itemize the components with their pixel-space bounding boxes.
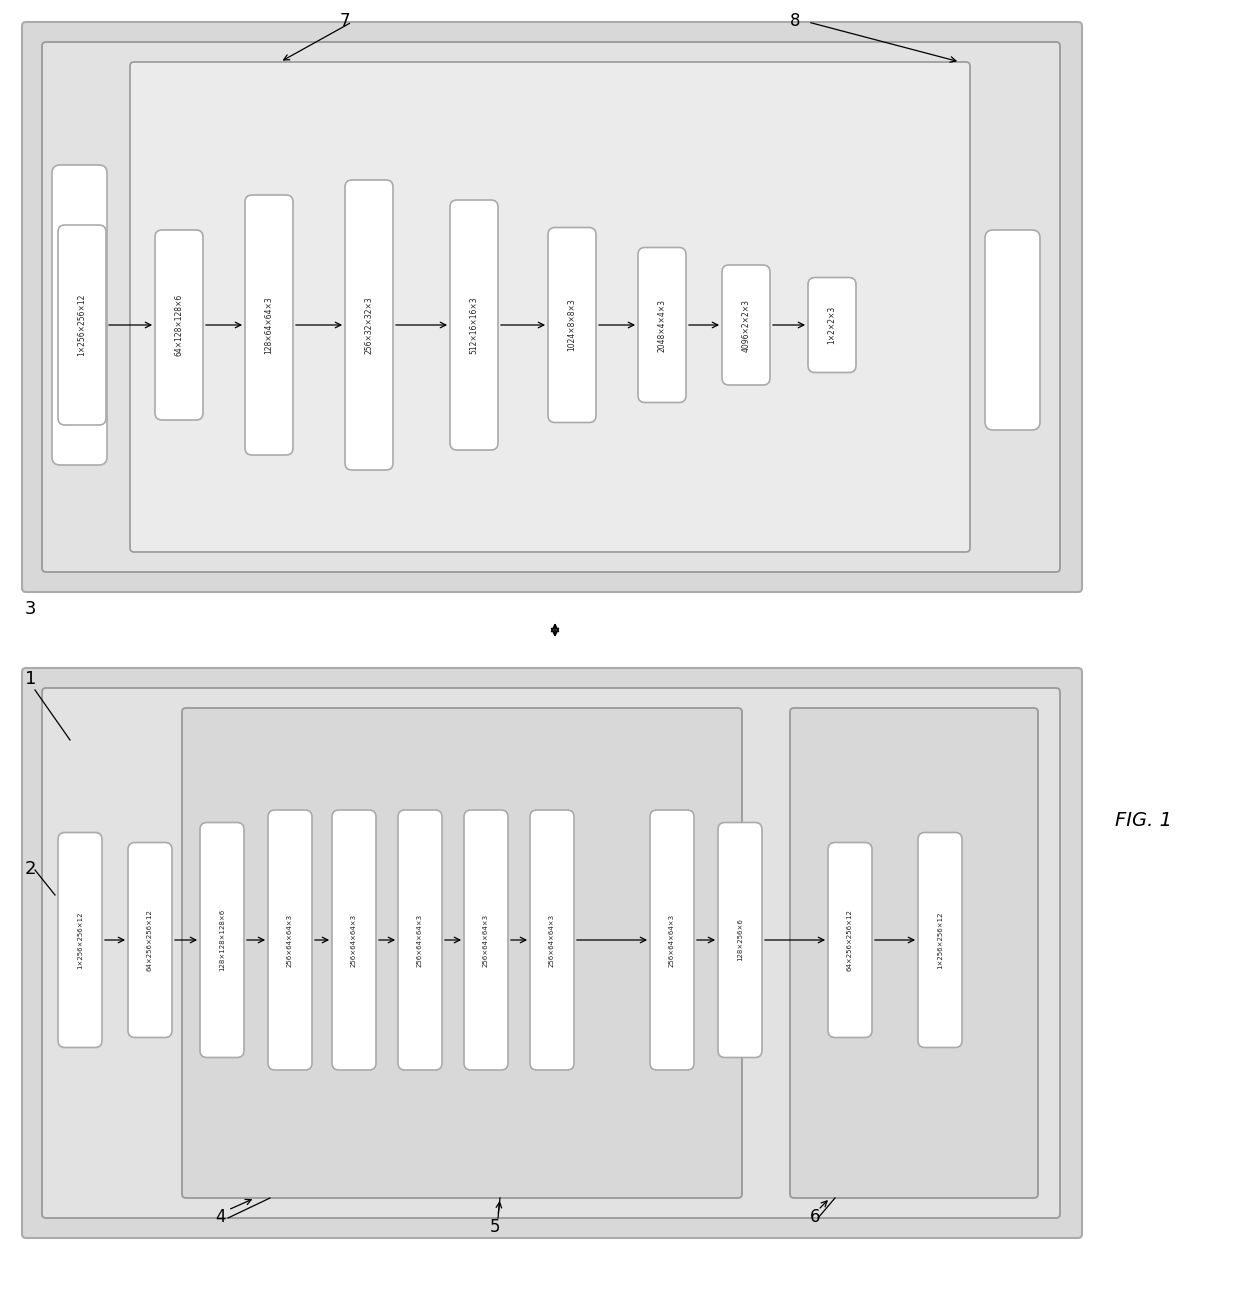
FancyBboxPatch shape <box>58 832 102 1047</box>
FancyBboxPatch shape <box>529 810 574 1071</box>
FancyBboxPatch shape <box>650 810 694 1071</box>
Text: 256×64×64×3: 256×64×64×3 <box>549 913 556 966</box>
Text: 4: 4 <box>215 1208 226 1226</box>
FancyBboxPatch shape <box>58 226 105 425</box>
FancyBboxPatch shape <box>918 832 962 1047</box>
Text: FIG. 1: FIG. 1 <box>1115 811 1172 829</box>
FancyBboxPatch shape <box>722 265 770 385</box>
Text: 64×256×256×12: 64×256×256×12 <box>148 909 153 971</box>
Text: 4096×2×2×3: 4096×2×2×3 <box>742 299 750 352</box>
FancyBboxPatch shape <box>828 842 872 1038</box>
FancyBboxPatch shape <box>268 810 312 1071</box>
FancyBboxPatch shape <box>790 708 1038 1198</box>
Text: 128×64×64×3: 128×64×64×3 <box>264 296 274 353</box>
Text: 3: 3 <box>25 600 36 618</box>
Text: 6: 6 <box>810 1208 821 1226</box>
FancyBboxPatch shape <box>130 63 970 552</box>
FancyBboxPatch shape <box>639 248 686 403</box>
Text: 7: 7 <box>340 12 351 30</box>
FancyBboxPatch shape <box>200 823 244 1058</box>
FancyBboxPatch shape <box>42 689 1060 1218</box>
FancyBboxPatch shape <box>52 166 107 466</box>
Text: 64×128×128×6: 64×128×128×6 <box>175 293 184 356</box>
FancyBboxPatch shape <box>155 230 203 420</box>
Text: 256×64×64×3: 256×64×64×3 <box>417 913 423 966</box>
FancyBboxPatch shape <box>22 668 1083 1237</box>
FancyBboxPatch shape <box>246 196 293 455</box>
FancyBboxPatch shape <box>985 230 1040 430</box>
FancyBboxPatch shape <box>182 708 742 1198</box>
Text: 256×64×64×3: 256×64×64×3 <box>351 913 357 966</box>
Text: 8: 8 <box>790 12 801 30</box>
Text: 128×128×128×6: 128×128×128×6 <box>219 909 224 971</box>
Text: 256×64×64×3: 256×64×64×3 <box>286 913 293 966</box>
FancyBboxPatch shape <box>128 842 172 1038</box>
Text: 128×256×6: 128×256×6 <box>737 918 743 961</box>
Text: 1×256×256×12: 1×256×256×12 <box>77 911 83 969</box>
Text: 256×64×64×3: 256×64×64×3 <box>670 913 675 966</box>
FancyBboxPatch shape <box>464 810 508 1071</box>
Text: 64×256×256×12: 64×256×256×12 <box>847 909 853 971</box>
Text: 256×32×32×3: 256×32×32×3 <box>365 296 373 353</box>
Text: 2: 2 <box>25 861 36 878</box>
FancyBboxPatch shape <box>548 227 596 422</box>
Text: 1024×8×8×3: 1024×8×8×3 <box>568 299 577 351</box>
Text: 1×256×256×12: 1×256×256×12 <box>937 911 942 969</box>
Text: 256×64×64×3: 256×64×64×3 <box>484 913 489 966</box>
FancyBboxPatch shape <box>42 42 1060 572</box>
FancyBboxPatch shape <box>718 823 763 1058</box>
FancyBboxPatch shape <box>808 278 856 373</box>
Text: 2048×4×4×3: 2048×4×4×3 <box>657 299 667 352</box>
FancyBboxPatch shape <box>332 810 376 1071</box>
FancyBboxPatch shape <box>345 180 393 469</box>
FancyBboxPatch shape <box>22 22 1083 592</box>
FancyBboxPatch shape <box>398 810 441 1071</box>
Text: 5: 5 <box>490 1218 501 1236</box>
Text: 1×2×2×3: 1×2×2×3 <box>827 306 837 344</box>
Text: 1: 1 <box>25 670 36 689</box>
Text: 1×256×256×12: 1×256×256×12 <box>77 293 87 356</box>
Text: 512×16×16×3: 512×16×16×3 <box>470 296 479 353</box>
FancyBboxPatch shape <box>450 200 498 450</box>
